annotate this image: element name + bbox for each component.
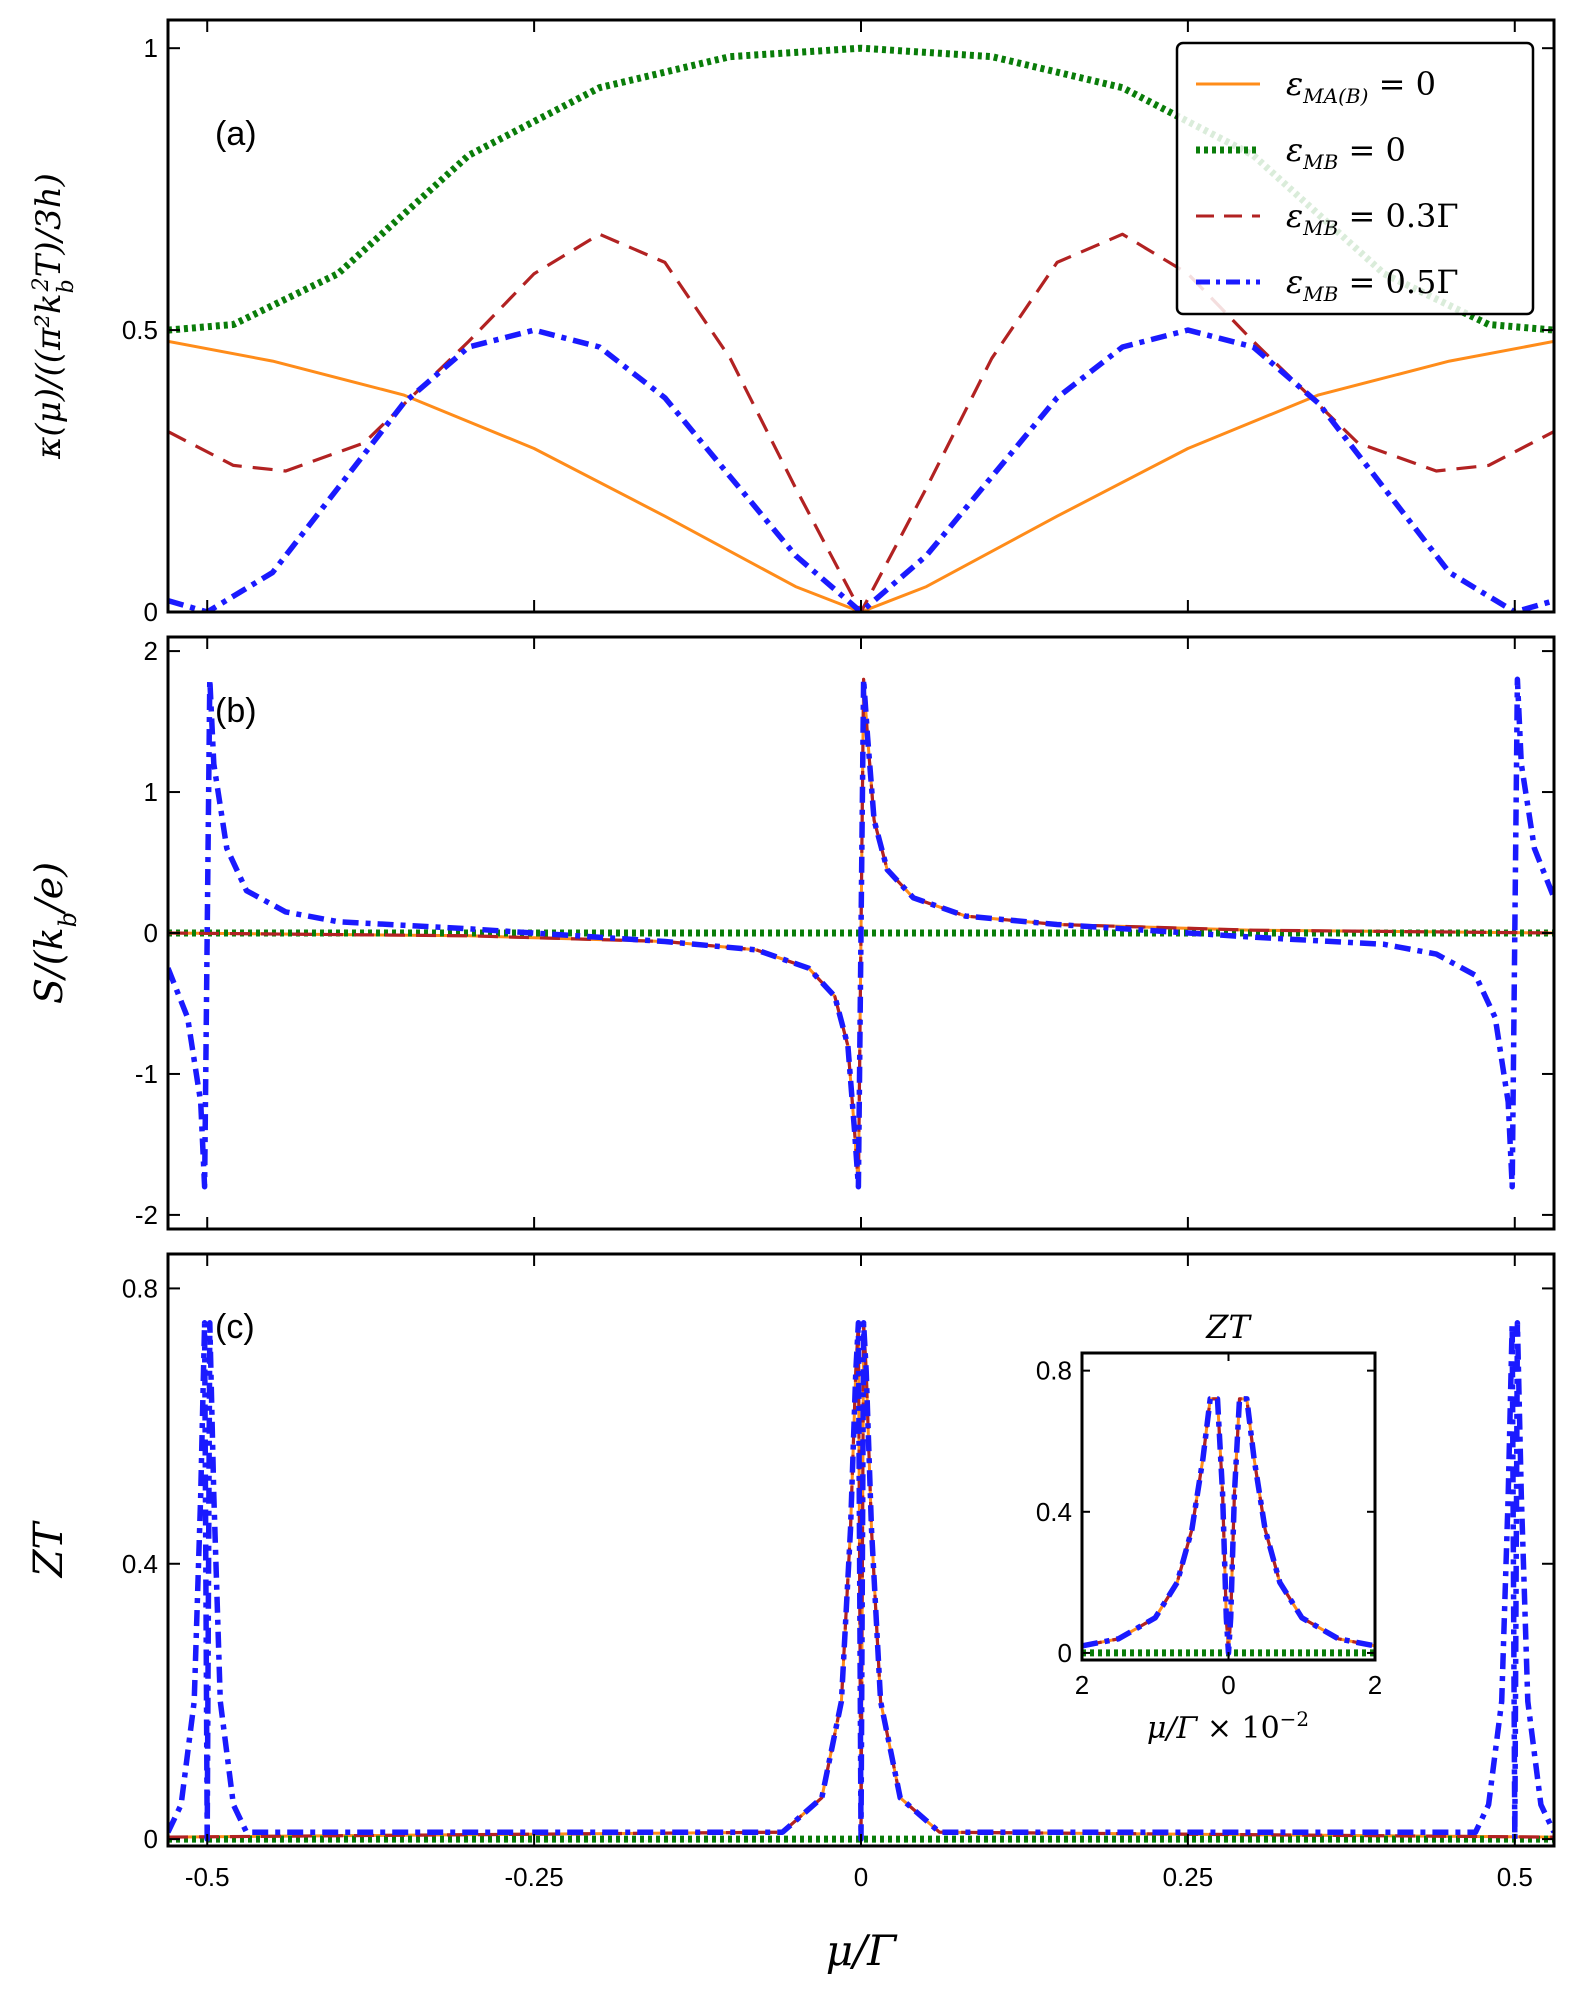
panel-a-series-line-1	[168, 44, 1554, 334]
legend-box	[1175, 41, 1535, 316]
inset-ytick-label: 0	[1058, 1638, 1072, 1668]
panel-b-series-line-3	[168, 676, 1554, 1190]
panel-c-label: (c)	[215, 1308, 255, 1346]
panel-b-ytick-label: -1	[135, 1059, 158, 1089]
inset-title: ZT	[1205, 1308, 1252, 1346]
panel-b-ytick-label: 2	[144, 636, 158, 666]
panel-b-ytick-label: 1	[144, 777, 158, 807]
panel-a-label: (a)	[215, 115, 257, 153]
panel-a: 00.51 (a) κ(μ)/((π²kb2T)/3h) εMA(B) = 0 …	[29, 18, 1556, 627]
panel-a-series-line-3	[168, 327, 1554, 612]
legend-entry-emb03: εMB = 0.3Γ	[1286, 197, 1459, 240]
inset-ticks: 2 0 200.40.8	[1036, 1353, 1382, 1700]
panel-c-ytick-label: 0.8	[122, 1273, 158, 1303]
panel-a-series	[168, 44, 1554, 612]
panel-c-xtick-label: 0	[854, 1862, 868, 1892]
inset-ytick-label: 0.8	[1036, 1356, 1072, 1386]
inset-xlabel: μ/Γ × 10−2	[1147, 1707, 1309, 1746]
panel-c: -0.5 -0.25 0 0.25 0.500.40.8 (c) ZT μ/Γ 2 0 20…	[26, 1252, 1556, 1975]
inset-xtick-label: 2	[1075, 1670, 1089, 1700]
panel-a-ytick-label: 0	[144, 597, 158, 627]
inset-xtick-label: 0	[1221, 1670, 1235, 1700]
panel-a-ytick-label: 1	[144, 33, 158, 63]
panel-c-xtick-label: -0.5	[185, 1862, 230, 1892]
panel-b-label: (b)	[215, 692, 257, 730]
panel-c-xlabel: μ/Γ	[826, 1926, 898, 1975]
panel-c-ytick-label: 0.4	[122, 1549, 158, 1579]
inset-ytick-label: 0.4	[1036, 1497, 1072, 1527]
panel-b-ytick-label: -2	[135, 1200, 158, 1230]
panel-c-ylabel: ZT	[26, 1519, 72, 1579]
panel-a-ticks: 00.51	[122, 20, 1554, 627]
panel-b-ytick-label: 0	[144, 918, 158, 948]
panel-c-ytick-label: 0	[144, 1824, 158, 1854]
panel-c-xtick-label: 0.25	[1163, 1862, 1214, 1892]
panel-c-ticks: -0.5 -0.25 0 0.25 0.5 0 0.4 0.8	[122, 1254, 1554, 1892]
inset-xtick-label: 2	[1368, 1670, 1382, 1700]
panel-c-xtick-label: -0.25	[504, 1862, 563, 1892]
panel-b-series	[168, 676, 1554, 1190]
panel-a-ytick-label: 0.5	[122, 315, 158, 345]
inset: 2 0 200.40.8 ZT μ/Γ × 10−2	[1036, 1308, 1382, 1746]
panel-b-ticks: -2 -1 0 1 2	[135, 636, 1554, 1230]
legend: εMA(B) = 0 εMB = 0 εMB = 0.3Γ εMB = 0.5Γ	[1175, 41, 1535, 316]
panel-c-xtick-label: 0.5	[1497, 1862, 1533, 1892]
panel-a-series-line-0	[168, 339, 1554, 612]
